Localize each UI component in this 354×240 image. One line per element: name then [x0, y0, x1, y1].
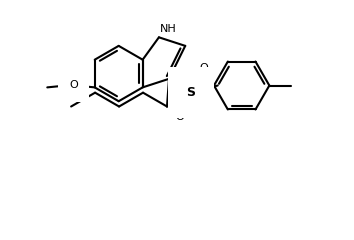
- Text: O: O: [70, 80, 78, 90]
- Text: S: S: [187, 86, 195, 99]
- Text: O: O: [199, 63, 208, 73]
- Text: NH: NH: [160, 24, 177, 34]
- Text: O: O: [176, 112, 184, 122]
